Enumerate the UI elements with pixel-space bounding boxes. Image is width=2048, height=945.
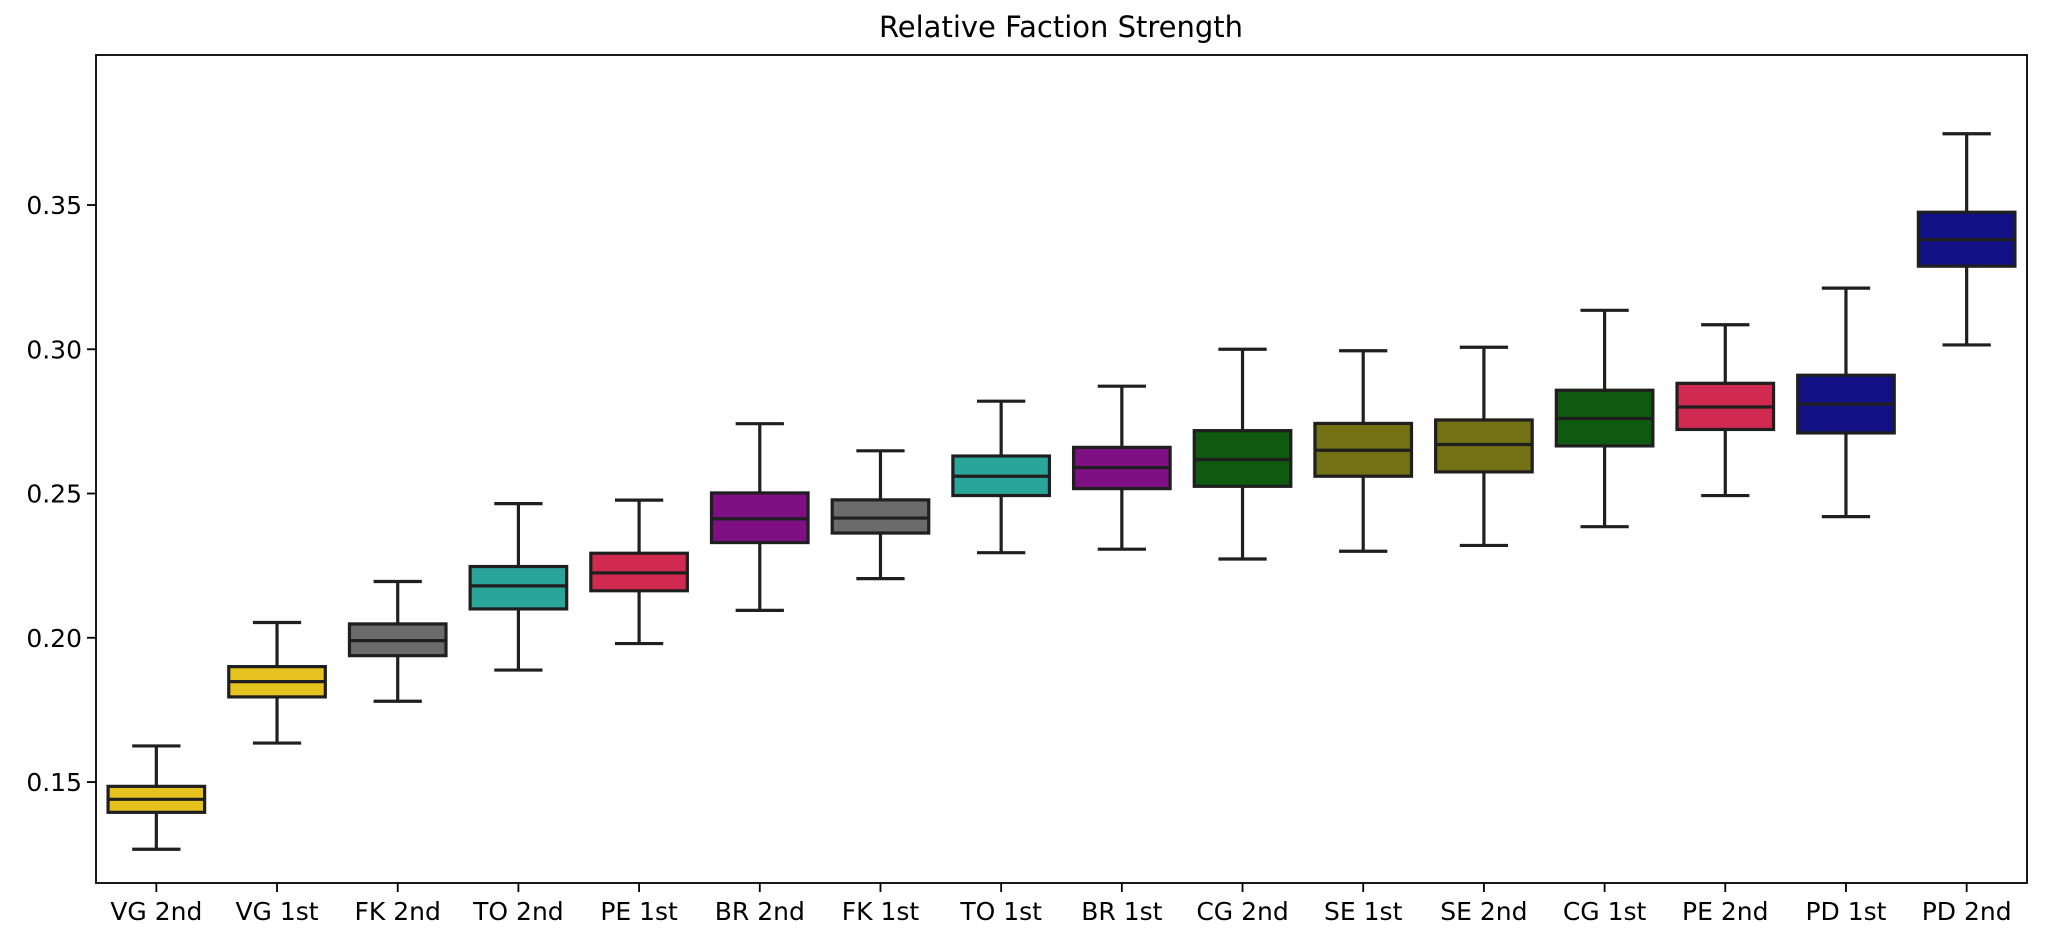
x-tick-label: PD 2nd (1922, 897, 2012, 926)
x-tick-label: FK 2nd (355, 897, 441, 926)
box-br-1st (1071, 384, 1172, 551)
box-cg-1st (1554, 308, 1655, 529)
x-tick-label: PE 1st (600, 897, 678, 926)
x-tick-label: TO 2nd (472, 897, 564, 926)
axis-layer: 0.15 0.20 0.25 0.30 0.35 VG 2nd VG 1st FK 2nd TO… (26, 191, 2011, 926)
y-tick-label: 0.35 (26, 191, 82, 220)
x-tick-label: PD 1st (1805, 897, 1886, 926)
box-fk-2nd (347, 579, 448, 703)
x-tick-label: VG 2nd (110, 897, 202, 926)
box-vg-1st (227, 620, 327, 745)
x-tick-label: BR 1st (1081, 897, 1162, 926)
chart-title: Relative Faction Strength (879, 10, 1243, 44)
y-tick-label: 0.30 (26, 335, 82, 364)
box-pd-2nd (1916, 132, 2017, 347)
x-tick-label: TO 1st (959, 897, 1042, 926)
y-tick-label: 0.25 (26, 480, 82, 509)
y-tick-label: 0.15 (26, 768, 82, 797)
x-tick-label: VG 1st (235, 897, 318, 926)
box-se-2nd (1434, 345, 1534, 548)
x-tick-label: CG 1st (1563, 897, 1647, 926)
iqr-box (468, 564, 569, 611)
box-se-1st (1313, 349, 1414, 553)
box-cg-2nd (1192, 347, 1293, 561)
box-fk-1st (830, 449, 931, 581)
box-to-1st (951, 399, 1052, 555)
box-to-2nd (468, 502, 569, 672)
x-tick-label: PE 2nd (1682, 897, 1768, 926)
x-tick-label: SE 2nd (1440, 897, 1527, 926)
x-tick-label: BR 2nd (715, 897, 805, 926)
box-vg-2nd (106, 744, 207, 851)
box-layer (106, 132, 2017, 851)
x-tick-label: CG 2nd (1196, 897, 1288, 926)
y-tick-label: 0.20 (26, 624, 82, 653)
box-pe-1st (589, 498, 689, 646)
x-tick-label: SE 1st (1324, 897, 1403, 926)
box-pd-1st (1796, 286, 1896, 519)
plot-frame (95, 54, 2028, 884)
box-pe-2nd (1675, 323, 1776, 498)
box-br-2nd (709, 422, 810, 612)
x-tick-label: FK 1st (842, 897, 920, 926)
